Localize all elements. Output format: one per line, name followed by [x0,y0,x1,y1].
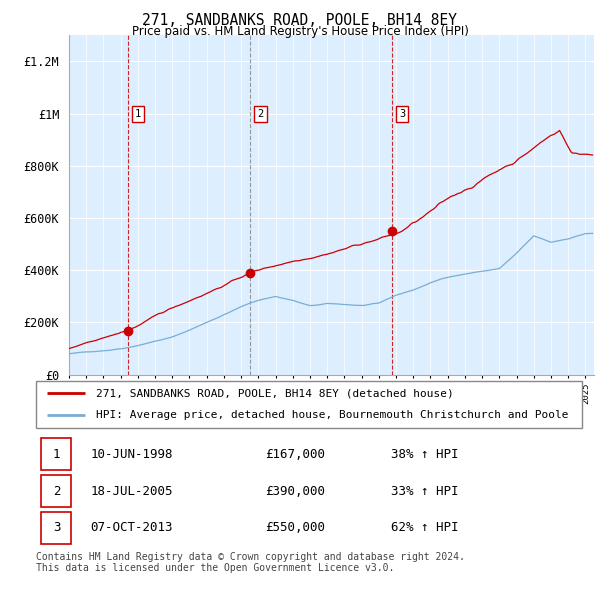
Text: 2: 2 [53,484,60,498]
Text: £390,000: £390,000 [265,484,325,498]
Text: 2: 2 [257,109,263,119]
Text: 38% ↑ HPI: 38% ↑ HPI [391,448,458,461]
Text: 33% ↑ HPI: 33% ↑ HPI [391,484,458,498]
Text: £550,000: £550,000 [265,522,325,535]
Text: 271, SANDBANKS ROAD, POOLE, BH14 8EY: 271, SANDBANKS ROAD, POOLE, BH14 8EY [143,13,458,28]
Text: 271, SANDBANKS ROAD, POOLE, BH14 8EY (detached house): 271, SANDBANKS ROAD, POOLE, BH14 8EY (de… [96,388,454,398]
Text: 1: 1 [53,448,60,461]
Text: 62% ↑ HPI: 62% ↑ HPI [391,522,458,535]
Text: 3: 3 [399,109,405,119]
Text: 10-JUN-1998: 10-JUN-1998 [91,448,173,461]
Text: 18-JUL-2005: 18-JUL-2005 [91,484,173,498]
Text: 07-OCT-2013: 07-OCT-2013 [91,522,173,535]
FancyBboxPatch shape [41,475,71,507]
Text: Contains HM Land Registry data © Crown copyright and database right 2024.
This d: Contains HM Land Registry data © Crown c… [36,552,465,573]
Text: HPI: Average price, detached house, Bournemouth Christchurch and Poole: HPI: Average price, detached house, Bour… [96,410,569,420]
FancyBboxPatch shape [36,381,582,428]
Text: 1: 1 [135,109,142,119]
Text: £167,000: £167,000 [265,448,325,461]
Text: Price paid vs. HM Land Registry's House Price Index (HPI): Price paid vs. HM Land Registry's House … [131,25,469,38]
FancyBboxPatch shape [41,512,71,544]
FancyBboxPatch shape [41,438,71,470]
Text: 3: 3 [53,522,60,535]
